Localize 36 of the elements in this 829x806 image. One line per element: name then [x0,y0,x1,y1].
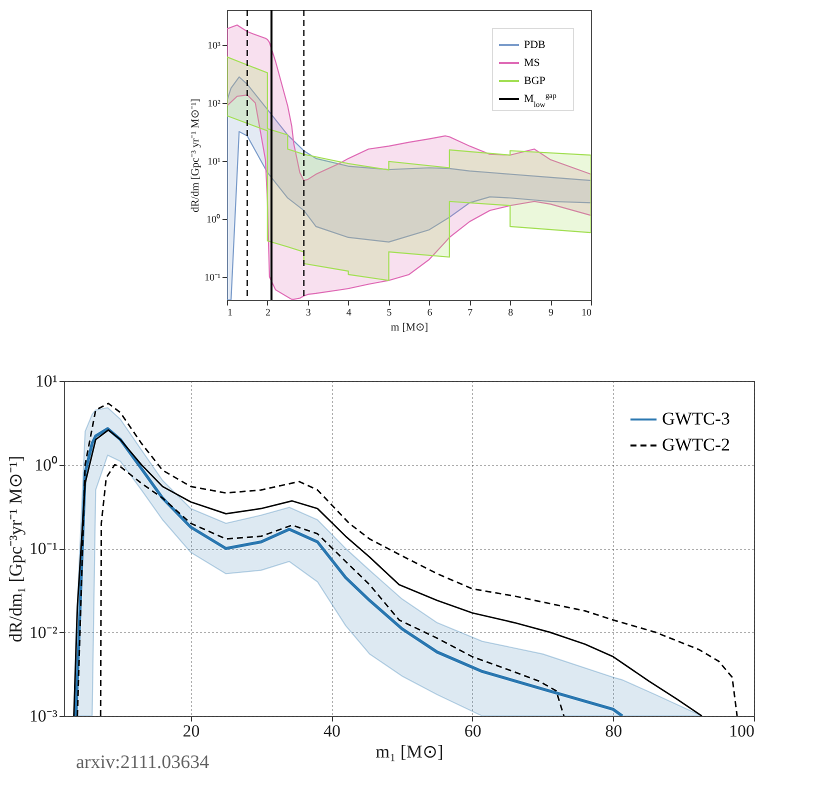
text: arxiv:2111.03634 [76,752,210,773]
x-tick-label: 40 [324,722,341,740]
y-tick-label: 10⁻¹ [29,539,58,558]
y-tick-label: 10⁻³ [29,706,58,726]
y-tick-label: 10¹ [208,156,220,168]
x-tick-label: 80 [605,722,622,740]
x-tick-label: 20 [182,722,200,740]
legend-label: MS [524,57,540,69]
x-tick-label: 10 [582,308,592,318]
x-tick-label: 2 [265,308,270,318]
legend-label: GWTC-3 [662,408,730,428]
y-tick-label: 10⁰ [206,213,220,226]
x-tick-label: 5 [386,308,392,318]
legend-label: PDB [524,39,546,51]
y-tick-label: 10⁰ [34,455,58,474]
y-tick-label: 10⁻² [29,622,58,642]
legend-label: BGP [524,75,546,87]
x-tick-label: 3 [306,308,311,318]
y-tick-label: 10² [208,98,220,110]
x-tick-label: 8 [508,308,514,318]
x-tick-label: 60 [464,722,482,740]
y-axis-title: dR/dm₁ [Gpc⁻³yr⁻¹ M⊙⁻¹] [5,456,26,642]
y-tick-label: 10¹ [35,372,58,390]
x-tick-label: 7 [468,308,473,318]
x-tick-label: 6 [427,308,432,318]
x-axis-title: m [M⊙] [390,322,428,334]
legend-label: GWTC-2 [662,434,730,454]
y-axis-title: dR/dm [Gpc⁻³ yr⁻¹ M⊙⁻¹] [190,98,202,212]
x-tick-label: 9 [548,308,554,318]
x-tick-label: 4 [346,308,352,318]
y-tick-label: 10³ [208,40,220,52]
y-tick-label: 10⁻¹ [204,272,220,284]
line-series [100,464,565,716]
x-axis-title: m₁ [M⊙] [376,742,444,762]
x-tick-label: 100 [729,722,754,740]
x-tick-label: 1 [228,308,232,318]
